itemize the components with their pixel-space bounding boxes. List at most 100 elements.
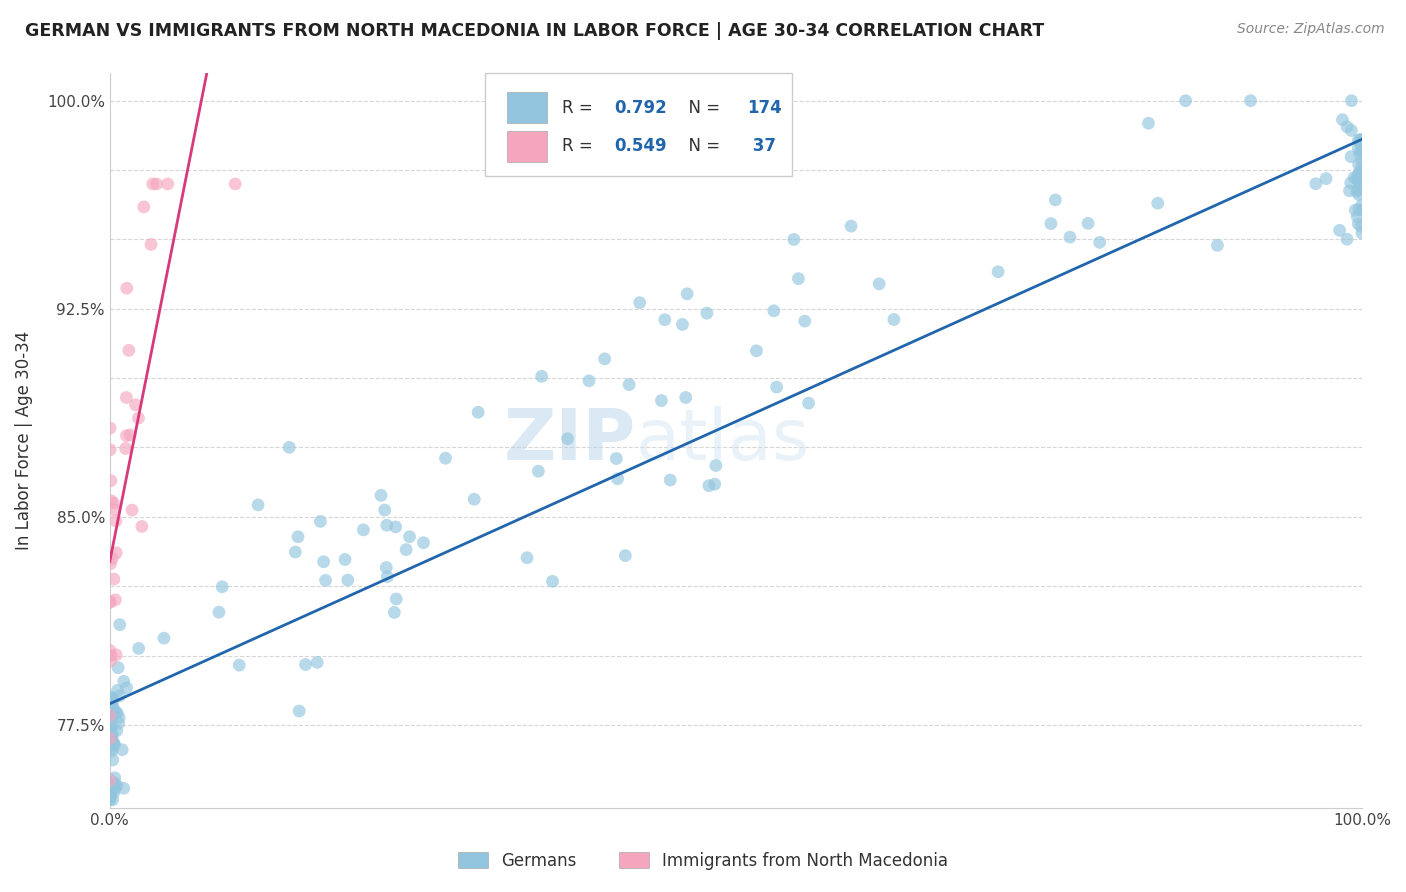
Point bbox=[352, 523, 374, 537]
Point bbox=[131, 519, 153, 533]
Point bbox=[1350, 139, 1372, 153]
Point bbox=[211, 580, 233, 594]
Point bbox=[98, 728, 121, 742]
Text: R =: R = bbox=[562, 137, 598, 155]
Point bbox=[1350, 135, 1372, 149]
FancyBboxPatch shape bbox=[506, 131, 547, 162]
Point bbox=[98, 703, 121, 717]
Point bbox=[1331, 112, 1354, 127]
Point bbox=[101, 793, 124, 807]
Text: 0.549: 0.549 bbox=[614, 137, 666, 155]
Point bbox=[1340, 123, 1362, 137]
Point bbox=[1347, 141, 1369, 155]
Point bbox=[1351, 180, 1374, 194]
Point bbox=[1347, 168, 1369, 182]
Point bbox=[1045, 193, 1067, 207]
Point bbox=[107, 660, 129, 674]
Point bbox=[1344, 203, 1367, 218]
Point bbox=[696, 306, 718, 320]
Y-axis label: In Labor Force | Age 30-34: In Labor Force | Age 30-34 bbox=[15, 331, 32, 550]
Point bbox=[1350, 160, 1372, 174]
Point bbox=[1206, 238, 1229, 252]
Point bbox=[107, 716, 129, 731]
Point bbox=[703, 477, 725, 491]
Point bbox=[103, 737, 125, 751]
Point bbox=[1351, 133, 1374, 147]
Point bbox=[103, 572, 125, 586]
Point bbox=[98, 708, 121, 723]
Point bbox=[375, 560, 398, 574]
Point bbox=[1351, 226, 1374, 240]
Point bbox=[98, 722, 121, 736]
Point bbox=[1351, 145, 1374, 159]
Point bbox=[98, 594, 121, 608]
Point bbox=[224, 177, 246, 191]
Point bbox=[100, 654, 122, 668]
Point bbox=[101, 693, 124, 707]
Point bbox=[762, 303, 785, 318]
Point bbox=[98, 793, 121, 807]
Point bbox=[659, 473, 682, 487]
Point bbox=[98, 785, 121, 799]
Point bbox=[156, 177, 179, 191]
Point bbox=[557, 432, 579, 446]
Text: ZIP: ZIP bbox=[503, 406, 636, 475]
Point bbox=[287, 530, 309, 544]
Text: N =: N = bbox=[678, 137, 725, 155]
Point bbox=[309, 515, 332, 529]
Text: atlas: atlas bbox=[636, 406, 810, 475]
Point bbox=[605, 451, 627, 466]
Point bbox=[1305, 177, 1327, 191]
Point bbox=[1347, 174, 1369, 188]
Point bbox=[530, 369, 553, 384]
Point bbox=[382, 606, 405, 620]
Point bbox=[132, 200, 155, 214]
Point bbox=[114, 442, 136, 456]
Point bbox=[333, 552, 356, 566]
Point bbox=[107, 683, 129, 698]
Point bbox=[103, 702, 125, 716]
Point bbox=[578, 374, 600, 388]
Point bbox=[1340, 176, 1362, 190]
Point bbox=[104, 776, 127, 790]
Text: R =: R = bbox=[562, 98, 598, 117]
Point bbox=[128, 641, 150, 656]
Point bbox=[1350, 169, 1372, 184]
Point bbox=[100, 730, 122, 744]
Point bbox=[104, 706, 127, 720]
Point bbox=[112, 781, 135, 796]
Point bbox=[111, 743, 134, 757]
Text: 37: 37 bbox=[747, 137, 776, 155]
Point bbox=[1347, 133, 1369, 147]
Point bbox=[307, 656, 329, 670]
Point bbox=[1351, 145, 1374, 159]
Point bbox=[127, 411, 149, 425]
Point bbox=[98, 595, 121, 609]
Point bbox=[467, 405, 489, 419]
Point bbox=[105, 648, 128, 662]
Point bbox=[1347, 217, 1369, 231]
Point bbox=[1347, 202, 1369, 217]
Point bbox=[101, 698, 124, 713]
Point bbox=[98, 773, 121, 788]
Point bbox=[463, 492, 485, 507]
Point bbox=[142, 177, 165, 191]
Point bbox=[541, 574, 564, 589]
Point bbox=[98, 734, 121, 748]
Point bbox=[606, 472, 628, 486]
Point bbox=[1348, 132, 1371, 146]
Point bbox=[1346, 185, 1368, 199]
Point bbox=[614, 549, 637, 563]
Point bbox=[868, 277, 890, 291]
Point bbox=[100, 789, 122, 804]
Point bbox=[1348, 146, 1371, 161]
Point bbox=[650, 393, 672, 408]
Point bbox=[412, 535, 434, 549]
Point bbox=[375, 570, 398, 584]
Point bbox=[745, 343, 768, 358]
Point bbox=[398, 530, 420, 544]
Point bbox=[108, 617, 131, 632]
Point bbox=[516, 550, 538, 565]
Point bbox=[704, 458, 727, 473]
Point bbox=[145, 177, 167, 191]
